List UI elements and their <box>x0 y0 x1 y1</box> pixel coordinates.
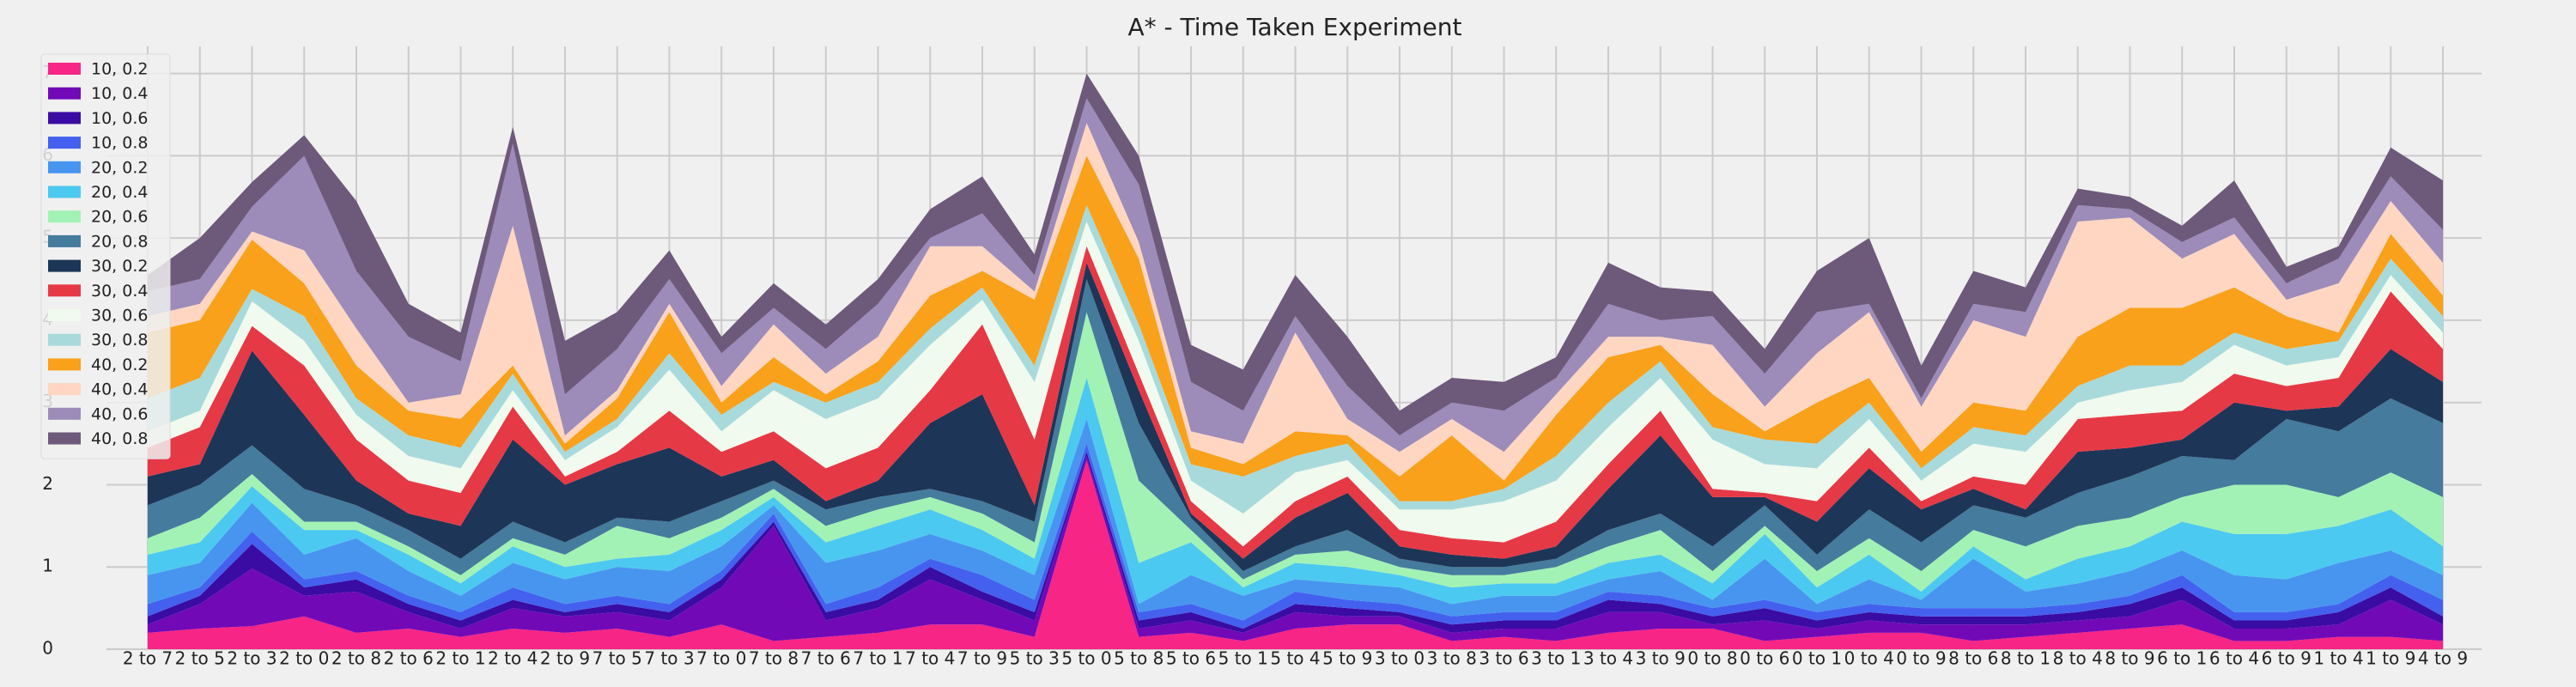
area <box>148 221 2443 547</box>
x-tick-label: 3 to 0 <box>1375 648 1425 669</box>
axes: 012345672 to 72 to 52 to 32 to 02 to 82 … <box>42 62 2468 668</box>
chart-title: A* - Time Taken Experiment <box>1128 13 1462 41</box>
area <box>148 452 2443 633</box>
legend-label: 20, 0.8 <box>91 232 148 251</box>
x-tick-label: 1 to 9 <box>2366 648 2415 669</box>
area <box>148 455 2443 641</box>
x-tick-label: 2 to 5 <box>175 648 225 669</box>
x-tick-label: 1 to 4 <box>2313 648 2363 669</box>
legend-label: 30, 0.8 <box>91 331 148 350</box>
legend-label: 20, 0.4 <box>91 183 148 202</box>
area <box>148 262 2443 572</box>
area <box>148 312 2443 592</box>
legend-swatch <box>48 137 81 149</box>
legend-swatch <box>48 87 81 100</box>
legend-swatch <box>48 63 81 75</box>
x-tick-label: 5 to 9 <box>1322 648 1372 669</box>
x-tick-label: 6 to 9 <box>2262 648 2312 669</box>
x-tick-label: 0 to 8 <box>1687 648 1737 669</box>
x-tick-label: 5 to 0 <box>1061 648 1111 669</box>
legend-swatch <box>48 161 81 173</box>
areas <box>148 73 2443 649</box>
legend-swatch <box>48 358 81 371</box>
x-tick-label: 0 to 1 <box>1792 648 1842 669</box>
x-tick-label: 7 to 9 <box>957 648 1007 669</box>
x-tick-label: 6 to 1 <box>2157 648 2207 669</box>
x-tick-label: 5 to 8 <box>1114 648 1163 669</box>
legend-label: 40, 0.4 <box>91 380 148 399</box>
area <box>148 123 2443 481</box>
legend-label: 10, 0.6 <box>91 109 148 128</box>
legend-box <box>40 53 171 459</box>
x-tick-label: 0 to 6 <box>1740 648 1789 669</box>
x-tick-label: 7 to 0 <box>696 648 746 669</box>
x-tick-label: 7 to 8 <box>749 648 799 669</box>
x-tick-label: 2 to 8 <box>331 648 381 669</box>
x-tick-label: 7 to 3 <box>644 648 694 669</box>
legend-label: 30, 0.2 <box>91 257 148 276</box>
legend-swatch <box>48 333 81 346</box>
x-tick-label: 2 to 4 <box>488 648 538 669</box>
x-tick-label: 8 to 6 <box>1948 648 1998 669</box>
legend-swatch <box>48 309 81 321</box>
x-tick-label: 5 to 4 <box>1270 648 1320 669</box>
x-tick-label: 5 to 6 <box>1166 648 1216 669</box>
legend-swatch <box>48 383 81 396</box>
legend-swatch <box>48 210 81 223</box>
legend-label: 10, 0.4 <box>91 84 148 103</box>
legend-swatch <box>48 259 81 272</box>
x-tick-label: 3 to 9 <box>1636 648 1686 669</box>
x-tick-label: 3 to 8 <box>1427 648 1477 669</box>
x-tick-label: 8 to 9 <box>2105 648 2154 669</box>
x-tick-label: 5 to 3 <box>1010 648 1060 669</box>
legend-label: 20, 0.6 <box>91 208 148 227</box>
y-tick-label: 2 <box>42 473 53 494</box>
legend-label: 10, 0.8 <box>91 134 148 153</box>
legend-swatch <box>48 185 81 198</box>
area <box>148 73 2443 435</box>
legend-swatch <box>48 112 81 125</box>
x-tick-label: 2 to 9 <box>540 648 590 669</box>
x-tick-label: 8 to 4 <box>2053 648 2103 669</box>
area <box>148 418 2443 621</box>
x-tick-label: 7 to 4 <box>905 648 955 669</box>
x-tick-label: 7 to 1 <box>853 648 902 669</box>
x-tick-label: 6 to 4 <box>2209 648 2259 669</box>
legend: 10, 0.2 10, 0.4 10, 0.6 10, 0.8 20, 0.2 20, 0… <box>40 53 171 459</box>
legend-swatch <box>48 234 81 247</box>
y-tick-label: 1 <box>42 556 53 576</box>
x-tick-label: 3 to 1 <box>1531 648 1581 669</box>
x-tick-label: 0 to 4 <box>1844 648 1894 669</box>
x-tick-label: 4 to 9 <box>2418 648 2468 669</box>
legend-swatch <box>48 432 81 445</box>
legend-swatch <box>48 407 81 420</box>
x-tick-label: 3 to 6 <box>1479 648 1528 669</box>
x-tick-label: 2 to 6 <box>384 648 434 669</box>
area <box>148 155 2443 502</box>
legend-label: 40, 0.6 <box>91 404 148 423</box>
x-tick-label: 0 to 9 <box>1896 648 1946 669</box>
legend-label: 30, 0.6 <box>91 307 148 325</box>
legend-swatch <box>48 284 81 297</box>
legend-label: 40, 0.2 <box>91 356 148 374</box>
x-tick-label: 8 to 1 <box>2001 648 2050 669</box>
x-tick-label: 7 to 6 <box>801 648 851 669</box>
x-tick-label: 5 to 1 <box>1218 648 1268 669</box>
x-tick-label: 2 to 0 <box>279 648 329 669</box>
x-tick-label: 2 to 3 <box>227 648 276 669</box>
legend-label: 40, 0.8 <box>91 429 148 448</box>
area <box>148 98 2443 453</box>
x-tick-label: 3 to 4 <box>1583 648 1633 669</box>
area <box>148 279 2443 580</box>
legend-label: 20, 0.2 <box>91 158 148 177</box>
y-tick-label: 0 <box>42 638 53 659</box>
legend-label: 30, 0.4 <box>91 282 148 301</box>
x-tick-label: 7 to 5 <box>592 648 642 669</box>
legend-label: 10, 0.2 <box>91 60 148 79</box>
x-tick-label: 2 to 1 <box>435 648 485 669</box>
x-tick-label: 2 to 7 <box>123 648 173 669</box>
